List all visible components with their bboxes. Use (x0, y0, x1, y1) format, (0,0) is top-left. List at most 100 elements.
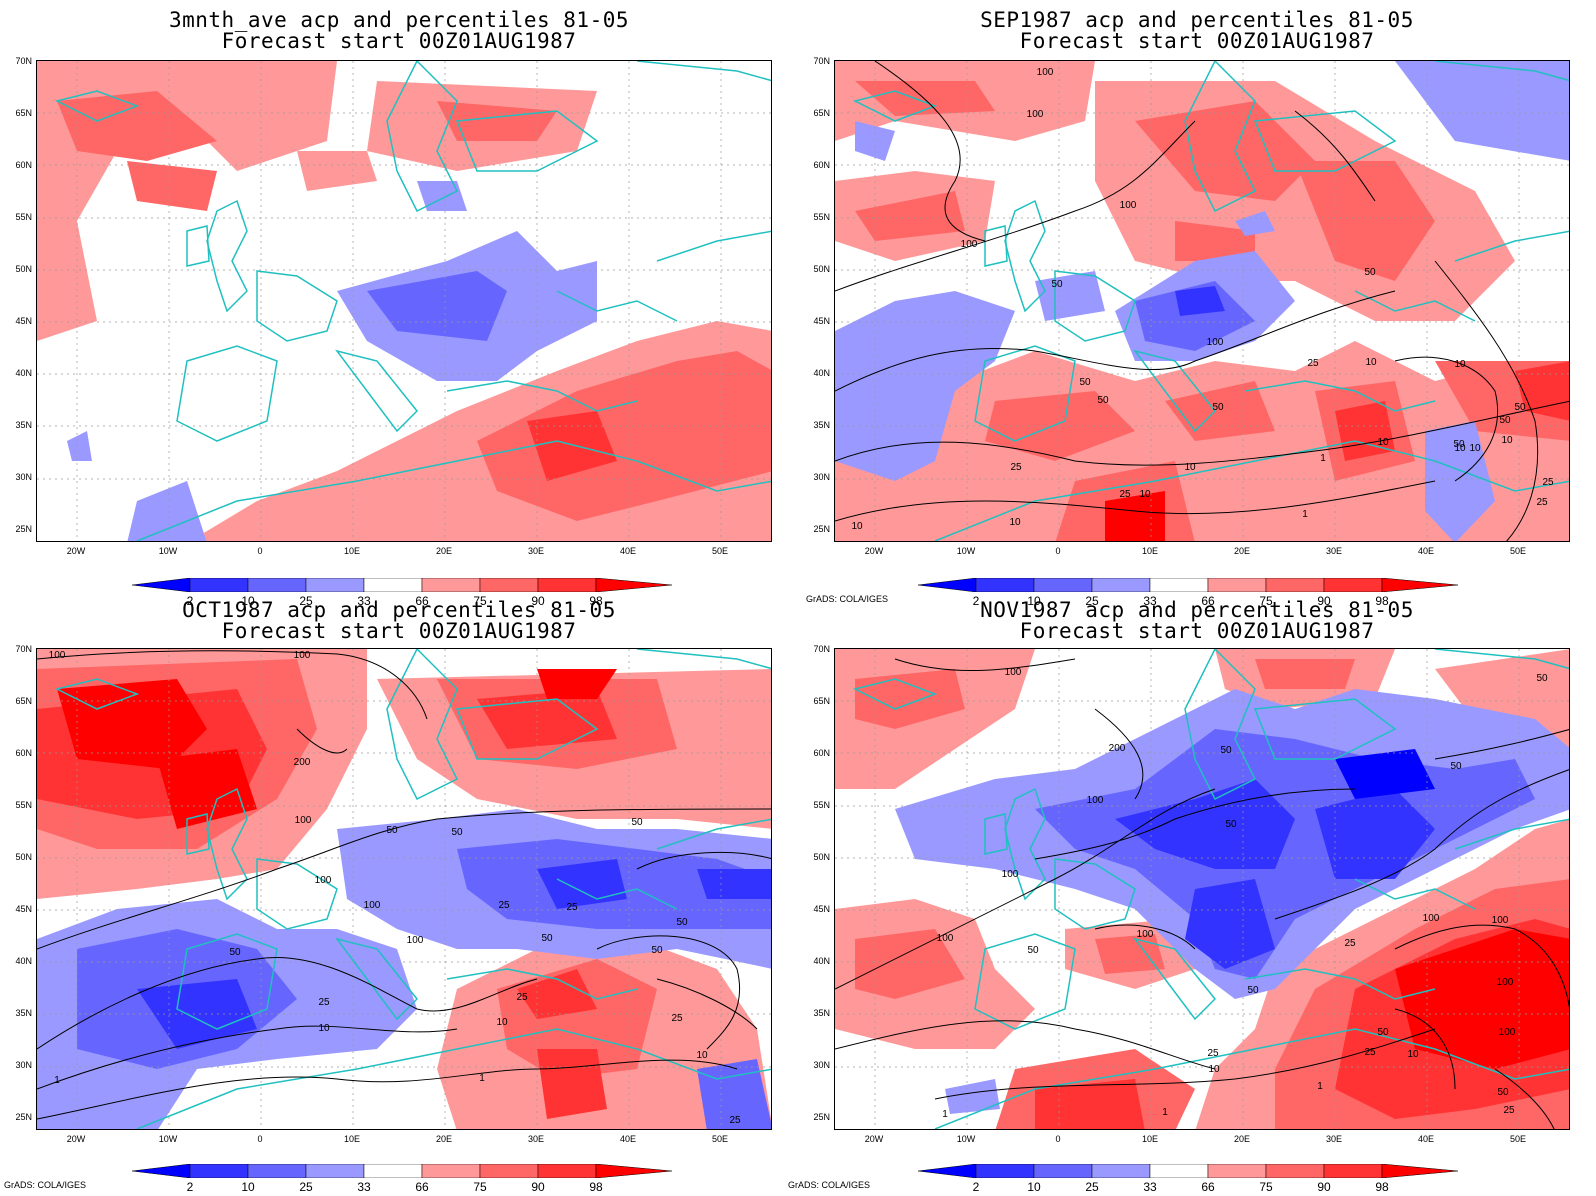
svg-text:100: 100 (1497, 977, 1514, 988)
contour-label: 200 (294, 757, 311, 768)
lat-label: 35N (813, 420, 830, 430)
lon-label: 10W (956, 1134, 976, 1144)
svg-text:25: 25 (729, 1115, 741, 1126)
shading-blue (835, 121, 1495, 541)
lon-label: 10W (158, 1134, 178, 1144)
svg-text:50: 50 (229, 947, 241, 958)
colorbar-label: 33 (357, 1180, 371, 1194)
svg-text:50: 50 (1499, 415, 1511, 426)
lon-label: 0 (257, 1134, 263, 1144)
contour-label: 100 (315, 875, 332, 886)
coastlines (54, 649, 771, 1129)
contour-label: 10 (1139, 489, 1151, 500)
contour-label: 10 (1407, 1049, 1419, 1060)
svg-text:100: 100 (1137, 929, 1154, 940)
shading-blue (37, 809, 771, 1129)
contour-label: 1 (942, 1109, 948, 1120)
lat-label: 60N (15, 160, 32, 170)
svg-text:100: 100 (1120, 200, 1137, 211)
contour-label: 100 (1497, 977, 1514, 988)
colorbar-label: 2 (972, 594, 980, 608)
contour-label: 100 (294, 650, 311, 661)
lat-label: 50N (813, 852, 830, 862)
svg-text:1: 1 (479, 1073, 485, 1084)
contour-label: 25 (1503, 1105, 1515, 1116)
svg-text:100: 100 (294, 650, 311, 661)
svg-text:25: 25 (318, 997, 330, 1008)
colorbar-label: 90 (1317, 1180, 1331, 1194)
panel-title-line1: NOV1987 acp and percentiles 81-05 (980, 598, 1414, 622)
lon-label: 50E (711, 1134, 728, 1144)
lon-label: 30E (527, 1134, 544, 1144)
lat-label: 60N (813, 160, 830, 170)
svg-text:100: 100 (364, 900, 381, 911)
svg-text:100: 100 (961, 239, 978, 250)
lon-label: 0 (1055, 1134, 1061, 1144)
lat-label: 50N (15, 264, 32, 274)
contour-label: 10 (1501, 435, 1513, 446)
lon-label: 30E (1325, 546, 1342, 556)
shading-blue (895, 689, 1569, 1114)
svg-text:25: 25 (516, 992, 528, 1003)
colorbar (918, 1164, 1458, 1178)
lat-label: 25N (15, 1112, 32, 1122)
svg-text:50: 50 (1051, 279, 1063, 290)
lat-label: 55N (813, 800, 830, 810)
svg-text:50: 50 (1097, 395, 1109, 406)
panel-sep1987: SEP1987 acp and percentiles 81-05 Foreca… (798, 0, 1596, 608)
svg-text:100: 100 (937, 933, 954, 944)
colorbar-label: 33 (1143, 1180, 1157, 1194)
lon-label: 30E (1325, 1134, 1342, 1144)
contour-label: 50 (1051, 279, 1063, 290)
lat-label: 50N (813, 264, 830, 274)
colorbar-label: 2 (186, 1180, 194, 1194)
contour-label: 25 (1307, 358, 1319, 369)
contours (835, 658, 1569, 1129)
lat-label: 55N (813, 212, 830, 222)
lat-label: 60N (15, 748, 32, 758)
svg-text:100: 100 (1037, 67, 1054, 78)
map-area (36, 60, 772, 542)
svg-text:50: 50 (1536, 673, 1548, 684)
svg-text:50: 50 (451, 827, 463, 838)
svg-text:10: 10 (696, 1050, 708, 1061)
lon-label: 30E (527, 546, 544, 556)
lat-label: 40N (813, 368, 830, 378)
lat-label: 25N (813, 524, 830, 534)
lat-label: 70N (15, 56, 32, 66)
lon-label: 40E (619, 1134, 636, 1144)
contour-label: 1 (1162, 1107, 1168, 1118)
contour-label: 100 (1207, 337, 1224, 348)
svg-text:10: 10 (1407, 1049, 1419, 1060)
contour-label: 50 (1497, 1087, 1509, 1098)
contour-label: 1 (479, 1073, 485, 1084)
lat-label: 35N (15, 1008, 32, 1018)
lat-label: 40N (813, 956, 830, 966)
lon-label: 20E (1233, 1134, 1250, 1144)
colorbar-label: 98 (1375, 1180, 1389, 1194)
contour-label: 10 (851, 521, 863, 532)
contour-label: 10 (696, 1050, 708, 1061)
shading-red (37, 61, 771, 541)
svg-text:25: 25 (1307, 358, 1319, 369)
contour-label: 50 (541, 933, 553, 944)
contour-label: 10 (1454, 359, 1466, 370)
colorbar-label: 75 (1259, 594, 1273, 608)
lat-label: 65N (813, 108, 830, 118)
svg-text:25: 25 (1503, 1105, 1515, 1116)
colorbar-label: 33 (1143, 594, 1157, 608)
contour-label: 25 (1344, 938, 1356, 949)
lon-label: 10E (1141, 1134, 1158, 1144)
contour-label: 100 (364, 900, 381, 911)
contour-label: 100 (49, 650, 66, 661)
lat-label: 30N (15, 1060, 32, 1070)
svg-text:100: 100 (407, 935, 424, 946)
svg-text:50: 50 (1079, 377, 1091, 388)
shading-red (37, 649, 771, 1129)
colorbar-label: 66 (1201, 594, 1215, 608)
contour-label: 100 (1499, 1027, 1516, 1038)
svg-text:10: 10 (1454, 359, 1466, 370)
lon-label: 50E (711, 546, 728, 556)
colorbar-label: 90 (531, 594, 545, 608)
